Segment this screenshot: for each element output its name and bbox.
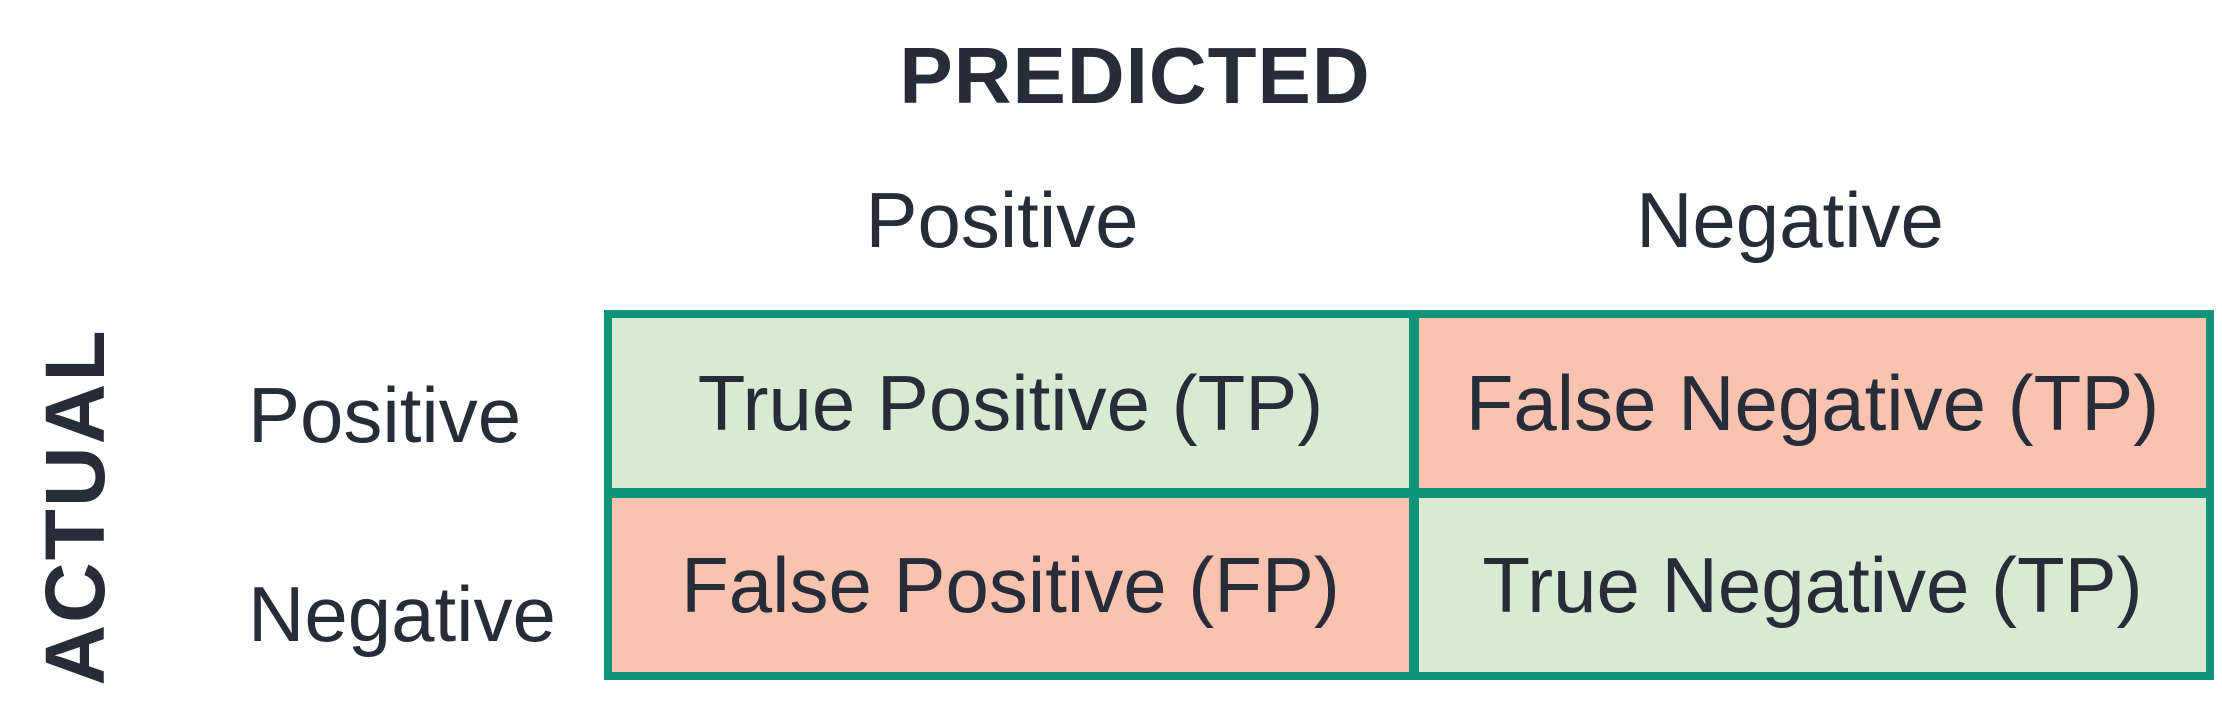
cell-false-positive: False Positive (FP)	[612, 498, 1409, 672]
actual-axis-title: ACTUAL	[28, 328, 122, 686]
cell-false-negative: False Negative (TP)	[1419, 318, 2206, 488]
predicted-axis-title: PREDICTED	[899, 31, 1371, 120]
cell-false-positive-text: False Positive (FP)	[681, 540, 1340, 629]
cell-true-negative: True Negative (TP)	[1419, 498, 2206, 672]
cell-false-negative-text: False Negative (TP)	[1465, 358, 2160, 447]
predicted-positive-label: Positive	[865, 176, 1139, 264]
cell-true-positive-text: True Positive (TP)	[697, 358, 1324, 447]
actual-negative-label: Negative	[248, 570, 556, 658]
actual-positive-label: Positive	[248, 371, 522, 459]
cell-true-negative-text: True Negative (TP)	[1482, 540, 2143, 629]
predicted-negative-label: Negative	[1636, 176, 1944, 264]
cell-true-positive: True Positive (TP)	[612, 318, 1409, 488]
confusion-matrix: True Positive (TP) False Negative (TP) F…	[604, 310, 2214, 680]
